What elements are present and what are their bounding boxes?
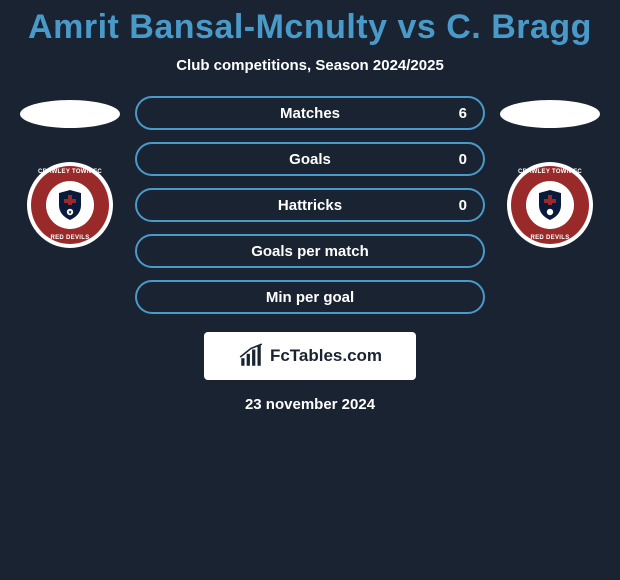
stat-value: 0 <box>459 197 467 214</box>
chart-icon <box>238 343 264 369</box>
stat-row-matches: Matches 6 <box>135 96 485 130</box>
date-text: 23 november 2024 <box>0 396 620 413</box>
player-right-column: CRAWLEY TOWN FC RED DEVILS <box>495 96 605 248</box>
stat-label: Goals <box>137 151 483 168</box>
stat-label: Goals per match <box>137 243 483 260</box>
player-right-ellipse <box>500 100 600 128</box>
stats-column: Matches 6 Goals 0 Hattricks 0 Goals per … <box>135 96 485 314</box>
badge-bottom-text: RED DEVILS <box>31 235 109 241</box>
badge-bottom-text: RED DEVILS <box>511 235 589 241</box>
stat-value: 6 <box>459 105 467 122</box>
stat-row-goals: Goals 0 <box>135 142 485 176</box>
club-badge-left: CRAWLEY TOWN FC RED DEVILS <box>27 162 113 248</box>
page-title: Amrit Bansal-Mcnulty vs C. Bragg <box>0 0 620 47</box>
watermark: FcTables.com <box>204 332 416 380</box>
comparison-row: CRAWLEY TOWN FC RED DEVILS M <box>0 96 620 314</box>
watermark-text: FcTables.com <box>270 346 382 366</box>
stat-label: Matches <box>137 105 483 122</box>
player-left-column: CRAWLEY TOWN FC RED DEVILS <box>15 96 125 248</box>
stat-label: Hattricks <box>137 197 483 214</box>
badge-top-text: CRAWLEY TOWN FC <box>511 169 589 175</box>
player-left-ellipse <box>20 100 120 128</box>
stat-row-hattricks: Hattricks 0 <box>135 188 485 222</box>
shield-icon <box>537 189 563 221</box>
stat-row-goals-per-match: Goals per match <box>135 234 485 268</box>
stat-value: 0 <box>459 151 467 168</box>
shield-icon <box>57 189 83 221</box>
stat-row-min-per-goal: Min per goal <box>135 280 485 314</box>
club-badge-right: CRAWLEY TOWN FC RED DEVILS <box>507 162 593 248</box>
stat-label: Min per goal <box>137 289 483 306</box>
subtitle: Club competitions, Season 2024/2025 <box>0 57 620 74</box>
badge-top-text: CRAWLEY TOWN FC <box>31 169 109 175</box>
